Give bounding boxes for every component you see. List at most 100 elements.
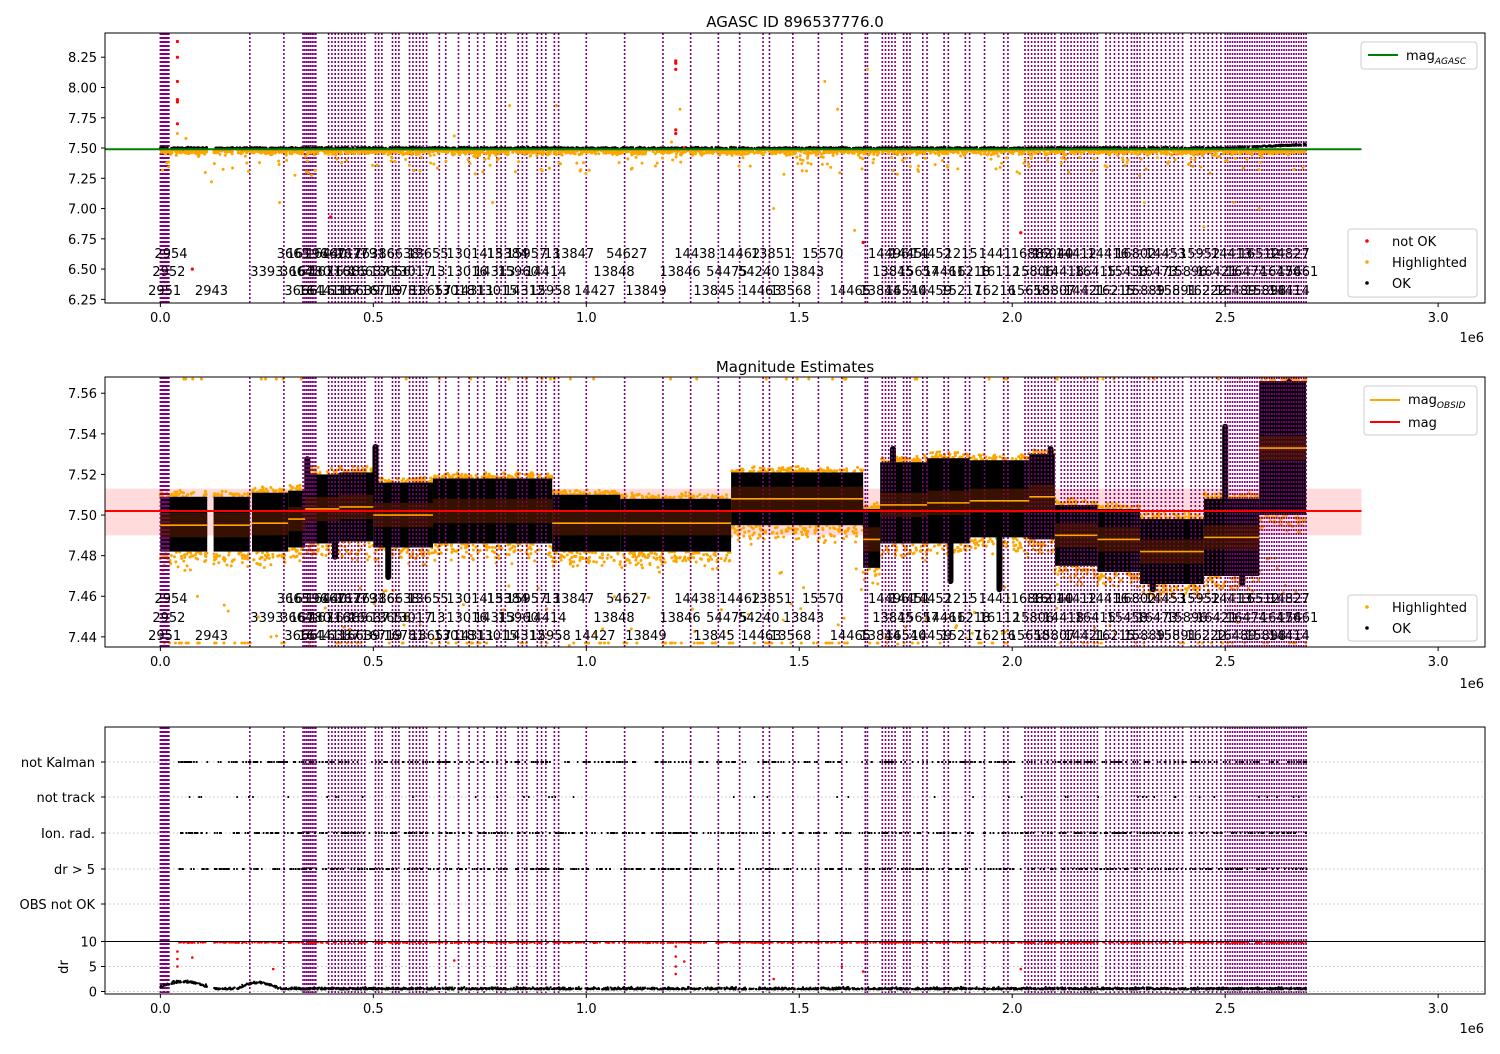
highlighted-point: [679, 108, 682, 111]
highlighted-point: [361, 151, 364, 154]
highlighted-point: [835, 151, 838, 154]
highlighted-point: [1187, 150, 1190, 153]
highlighted-point: [989, 158, 992, 161]
highlighted-point: [233, 558, 236, 561]
highlighted-point: [529, 155, 532, 158]
y-tick-label: 8.25: [68, 51, 97, 66]
highlighted-point: [436, 167, 439, 170]
highlighted-point: [1273, 151, 1276, 154]
highlighted-point: [184, 137, 187, 140]
highlighted-point: [979, 153, 982, 156]
highlighted-point: [872, 158, 875, 161]
highlighted-point: [295, 555, 298, 558]
obsid-label: 13845: [693, 284, 734, 299]
highlighted-point: [959, 154, 962, 157]
highlighted-point: [497, 157, 500, 160]
highlighted-point: [393, 160, 396, 163]
highlighted-point: [569, 151, 572, 154]
highlighted-point: [861, 167, 864, 170]
highlighted-point: [997, 155, 1000, 158]
legend-line-main: mag: [1406, 49, 1435, 64]
highlighted-point: [384, 150, 387, 153]
y-tick-label: 7.75: [68, 112, 97, 127]
highlighted-point: [420, 156, 423, 159]
highlighted-point: [476, 155, 479, 158]
highlighted-point: [245, 161, 248, 164]
highlighted-point: [1104, 151, 1107, 154]
highlighted-point: [929, 152, 932, 155]
ok-point: [1259, 145, 1262, 148]
legend-marker-not-ok: [1365, 239, 1369, 243]
highlighted-point: [1035, 151, 1038, 154]
highlighted-point: [263, 558, 266, 561]
highlighted-point: [896, 173, 899, 176]
highlighted-point: [1243, 150, 1246, 153]
highlighted-point: [253, 487, 256, 490]
ok-point: [1289, 144, 1292, 147]
highlighted-point: [472, 151, 475, 154]
highlighted-point: [402, 152, 405, 155]
ok-point: [1256, 145, 1259, 148]
highlighted-point: [186, 564, 189, 567]
highlighted-point: [644, 151, 647, 154]
highlighted-point: [247, 170, 250, 173]
highlighted-point: [1004, 150, 1007, 153]
highlighted-point: [670, 140, 673, 143]
highlighted-point: [588, 169, 591, 172]
highlighted-point: [1029, 153, 1032, 156]
highlighted-point: [675, 155, 678, 158]
legend-lines[interactable]: magAGASC: [1361, 42, 1477, 69]
highlighted-point: [917, 170, 920, 173]
y-tick-label: 6.25: [68, 293, 97, 308]
x-tick-label: 2.5: [1215, 311, 1236, 326]
highlighted-point: [1028, 165, 1031, 168]
highlighted-point: [221, 490, 224, 493]
highlighted-point: [535, 154, 538, 157]
highlighted-point: [278, 554, 281, 557]
highlighted-point: [956, 167, 959, 170]
not-ok-point: [674, 68, 677, 71]
ok-point: [1293, 143, 1296, 146]
highlighted-point: [204, 559, 207, 562]
highlighted-point: [196, 595, 199, 598]
highlighted-point: [1209, 151, 1212, 154]
highlighted-point: [1005, 156, 1008, 159]
highlighted-point: [198, 154, 201, 157]
highlighted-point: [863, 152, 866, 155]
obsid-label: 13843: [783, 265, 824, 280]
highlighted-point: [999, 166, 1002, 169]
highlighted-point: [679, 161, 682, 164]
highlighted-point: [895, 152, 898, 155]
highlighted-point: [851, 152, 854, 155]
not-ok-point: [191, 267, 194, 270]
highlighted-point: [1150, 150, 1153, 153]
ok-point: [410, 146, 413, 149]
highlighted-point: [177, 493, 180, 496]
highlighted-point: [289, 484, 292, 487]
highlighted-point: [1169, 153, 1172, 156]
highlighted-point: [604, 150, 607, 153]
highlighted-point: [575, 162, 578, 165]
highlighted-point: [890, 156, 893, 159]
highlighted-point: [654, 164, 657, 167]
highlighted-point: [668, 150, 671, 153]
highlighted-point: [1091, 169, 1094, 172]
highlighted-point: [390, 159, 393, 162]
highlighted-point: [517, 160, 520, 163]
legend-points[interactable]: not OK Highlighted OK: [1348, 229, 1477, 297]
highlighted-point: [597, 152, 600, 155]
highlighted-point: [705, 150, 708, 153]
highlighted-point: [1191, 165, 1194, 168]
highlighted-point: [924, 157, 927, 160]
highlighted-point: [639, 150, 642, 153]
highlighted-point: [314, 169, 317, 172]
highlighted-point: [802, 159, 805, 162]
highlighted-point: [307, 171, 310, 174]
highlighted-point: [917, 164, 920, 167]
highlighted-point: [1105, 165, 1108, 168]
highlighted-point: [264, 554, 267, 557]
highlighted-point: [262, 486, 265, 489]
highlighted-point: [371, 164, 374, 167]
highlighted-point: [431, 150, 434, 153]
highlighted-point: [486, 151, 489, 154]
